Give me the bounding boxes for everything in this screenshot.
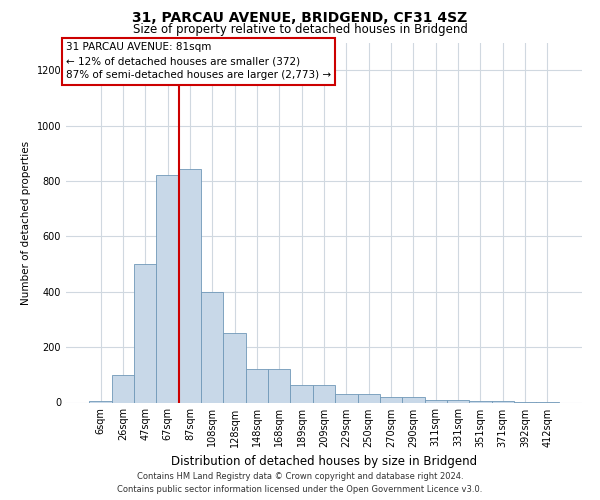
Bar <box>469 401 491 402</box>
Bar <box>246 370 268 402</box>
Bar <box>335 394 358 402</box>
Bar <box>223 334 246 402</box>
Bar <box>179 168 201 402</box>
Bar <box>268 370 290 402</box>
Text: Contains HM Land Registry data © Crown copyright and database right 2024.
Contai: Contains HM Land Registry data © Crown c… <box>118 472 482 494</box>
Bar <box>112 375 134 402</box>
Bar <box>134 264 157 402</box>
Text: 31, PARCAU AVENUE, BRIDGEND, CF31 4SZ: 31, PARCAU AVENUE, BRIDGEND, CF31 4SZ <box>133 12 467 26</box>
Bar <box>491 401 514 402</box>
Bar <box>201 292 223 403</box>
Bar <box>425 400 447 402</box>
Bar <box>290 384 313 402</box>
Bar <box>313 384 335 402</box>
X-axis label: Distribution of detached houses by size in Bridgend: Distribution of detached houses by size … <box>171 455 477 468</box>
Bar <box>89 401 112 402</box>
Bar <box>380 397 402 402</box>
Bar <box>447 400 469 402</box>
Text: Size of property relative to detached houses in Bridgend: Size of property relative to detached ho… <box>133 24 467 36</box>
Text: 31 PARCAU AVENUE: 81sqm
← 12% of detached houses are smaller (372)
87% of semi-d: 31 PARCAU AVENUE: 81sqm ← 12% of detache… <box>66 42 331 80</box>
Bar <box>157 176 179 402</box>
Bar <box>402 397 425 402</box>
Bar <box>358 394 380 402</box>
Y-axis label: Number of detached properties: Number of detached properties <box>21 140 31 304</box>
